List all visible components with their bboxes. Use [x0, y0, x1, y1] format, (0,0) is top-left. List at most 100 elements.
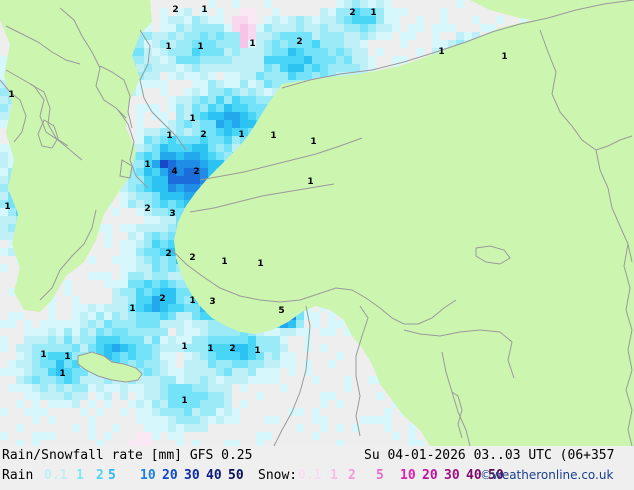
- rain-cell: [56, 352, 64, 360]
- rain-cell: [120, 184, 128, 192]
- rain-cell: [296, 56, 304, 64]
- snow-scale-step: 2: [348, 468, 356, 483]
- rain-cell: [208, 120, 216, 128]
- border-line-16: [441, 351, 471, 446]
- rain-cell: [8, 152, 16, 160]
- rain-cell: [152, 424, 160, 432]
- rain-cell: [152, 224, 160, 232]
- rain-cell: [264, 96, 272, 104]
- rain-cell: [152, 72, 160, 80]
- rain-cell: [232, 416, 240, 424]
- rain-cell: [264, 376, 272, 384]
- rain-cell: [176, 424, 184, 432]
- country-borders-layer: [0, 0, 634, 446]
- rain-cell: [208, 64, 216, 72]
- rain-cell: [136, 296, 144, 304]
- rain-cell: [176, 200, 184, 208]
- rain-cell: [184, 176, 192, 184]
- rain-cell: [408, 24, 416, 32]
- precip-value-label: 2: [349, 8, 356, 18]
- rain-cell: [192, 424, 200, 432]
- rain-cell: [144, 416, 152, 424]
- precip-value-label: 1: [40, 350, 47, 360]
- rain-cell: [128, 280, 136, 288]
- rain-cell: [152, 288, 160, 296]
- rain-cell: [224, 384, 232, 392]
- rain-cell: [136, 208, 144, 216]
- rain-cell: [216, 320, 224, 328]
- rain-cell: [232, 32, 240, 40]
- rain-cell: [176, 328, 184, 336]
- rain-cell: [168, 232, 176, 240]
- rain-cell: [120, 320, 128, 328]
- rain-cell: [312, 376, 320, 384]
- rain-cell: [160, 16, 168, 24]
- rain-cell: [184, 56, 192, 64]
- rain-cell: [184, 168, 192, 176]
- rain-cell: [288, 64, 296, 72]
- rain-cell: [88, 304, 96, 312]
- rain-cell: [56, 328, 64, 336]
- rain-cell: [120, 296, 128, 304]
- rain-cell: [168, 104, 176, 112]
- rain-cell: [96, 224, 104, 232]
- rain-cell: [112, 304, 120, 312]
- rain-cell: [320, 8, 328, 16]
- rain-cell: [48, 376, 56, 384]
- rain-cell: [168, 160, 176, 168]
- rain-cell: [296, 424, 304, 432]
- rain-cell: [152, 400, 160, 408]
- snow-cell: [136, 432, 144, 440]
- rain-cell: [160, 352, 168, 360]
- rain-cell: [0, 144, 8, 152]
- rain-cell: [160, 144, 168, 152]
- rain-cell: [264, 24, 272, 32]
- rain-cell: [264, 352, 272, 360]
- rain-cell: [128, 256, 136, 264]
- rain-cell: [136, 64, 144, 72]
- rain-cell: [184, 128, 192, 136]
- rain-cell: [328, 392, 336, 400]
- rain-cell: [80, 336, 88, 344]
- rain-cell: [232, 88, 240, 96]
- rain-cell: [8, 368, 16, 376]
- rain-cell: [352, 0, 360, 8]
- rain-cell: [272, 328, 280, 336]
- rain-cell: [208, 56, 216, 64]
- rain-cell: [232, 136, 240, 144]
- rain-cell: [296, 40, 304, 48]
- rain-cell: [272, 24, 280, 32]
- rain-cell: [8, 160, 16, 168]
- rain-cell: [312, 56, 320, 64]
- rain-cell: [224, 40, 232, 48]
- rain-cell: [248, 40, 256, 48]
- precip-value-label: 1: [238, 130, 245, 140]
- rain-cell: [168, 240, 176, 248]
- rain-cell: [144, 160, 152, 168]
- rain-cell: [360, 48, 368, 56]
- rain-cell: [0, 320, 8, 328]
- rain-cell: [96, 304, 104, 312]
- precip-value-label: 1: [181, 396, 188, 406]
- rain-cell: [352, 56, 360, 64]
- rain-cell: [296, 48, 304, 56]
- rain-cell: [288, 40, 296, 48]
- rain-cell: [16, 400, 24, 408]
- rain-cell: [56, 392, 64, 400]
- rain-cell: [208, 328, 216, 336]
- rain-cell: [152, 320, 160, 328]
- rain-cell: [72, 400, 80, 408]
- rain-cell: [192, 120, 200, 128]
- rain-cell: [192, 360, 200, 368]
- rain-cell: [192, 440, 200, 446]
- rain-cell: [200, 64, 208, 72]
- rain-cell: [368, 64, 376, 72]
- rain-cell: [168, 168, 176, 176]
- rain-cell: [152, 256, 160, 264]
- rain-cell: [168, 96, 176, 104]
- rain-cell: [208, 80, 216, 88]
- rain-cell: [272, 352, 280, 360]
- rain-cell: [88, 432, 96, 440]
- rain-cell: [280, 352, 288, 360]
